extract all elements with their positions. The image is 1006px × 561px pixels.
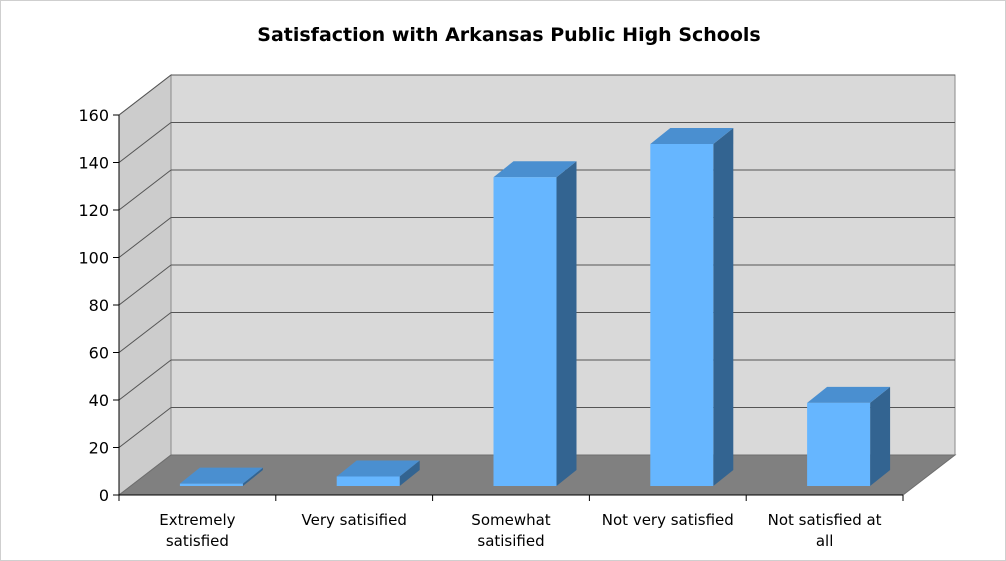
x-tick-label: Extremely satisfied [159,511,235,550]
gridline-side [118,74,172,116]
y-tick-label: 140 [78,154,109,173]
y-tick-label: 100 [78,249,109,268]
y-tick-label: 160 [78,106,109,125]
bar [650,144,714,486]
bar [336,476,400,486]
bar-top [179,467,263,484]
bar-top [336,460,420,477]
y-tick-label: 60 [89,344,109,363]
gridline-side [118,264,172,306]
gridline-side [118,359,172,401]
x-tick-label: Somewhat satisified [471,511,551,550]
bar-side [870,386,891,486]
y-tick-label: 120 [78,201,109,220]
bar [807,402,871,486]
gridline-side [118,122,172,163]
chart-title: Satisfaction with Arkansas Public High S… [257,24,760,46]
x-tick-label: Not satisfied at all [768,511,882,550]
bar-top [650,128,734,144]
y-tick-label: 20 [89,439,109,458]
y-tick-label: 80 [89,296,109,315]
bar-side [556,161,577,486]
x-tick-label: Not very satisfied [602,511,734,529]
bar [179,483,243,486]
gridline-side [118,217,172,258]
bar-top [807,386,891,403]
gridline-side [118,312,172,353]
bar-side [242,467,263,486]
bar-side [399,460,420,486]
gridline-side [118,407,172,448]
bar [493,177,557,486]
x-tick-label: Very satisified [302,511,407,529]
gridline-side [118,169,172,211]
bar-side [713,128,734,486]
bar-top [493,161,577,178]
y-tick-label: 40 [89,391,109,410]
y-tick-label: 0 [99,486,109,505]
